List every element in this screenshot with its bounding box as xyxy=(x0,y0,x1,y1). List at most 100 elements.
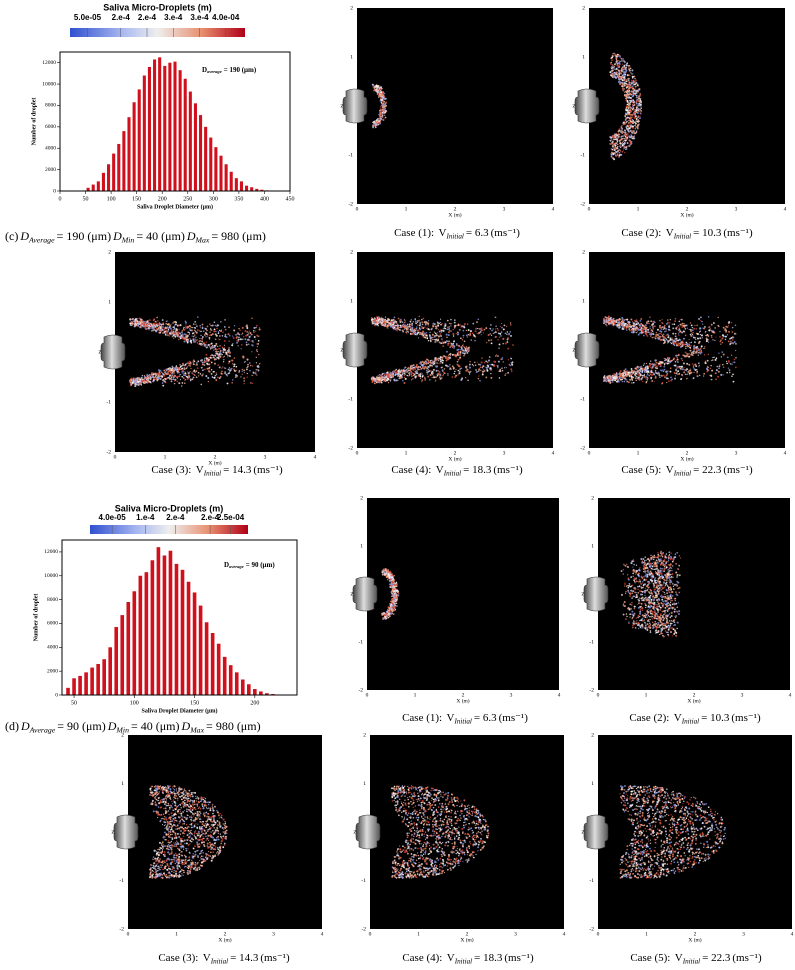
droplet xyxy=(202,327,203,328)
droplet xyxy=(718,365,720,367)
droplet xyxy=(484,329,486,331)
droplet xyxy=(257,369,258,370)
droplet xyxy=(387,374,389,376)
droplet xyxy=(232,379,234,381)
x-tick-label: 3 xyxy=(503,206,506,212)
droplet xyxy=(402,321,404,323)
droplet xyxy=(478,368,480,370)
droplet xyxy=(476,371,478,373)
bar xyxy=(122,131,125,191)
droplet xyxy=(631,80,632,81)
droplet xyxy=(197,316,199,318)
droplet xyxy=(383,94,384,95)
droplet xyxy=(227,355,228,356)
droplet xyxy=(628,122,630,124)
droplet xyxy=(432,325,434,327)
droplet xyxy=(631,137,632,138)
droplet xyxy=(453,347,454,348)
droplet xyxy=(692,334,693,335)
droplet xyxy=(201,360,203,362)
droplet xyxy=(466,365,468,367)
droplet xyxy=(181,337,182,338)
droplet xyxy=(617,63,619,65)
bar xyxy=(117,144,120,191)
droplet xyxy=(383,324,385,326)
droplet xyxy=(251,334,252,335)
droplet xyxy=(158,327,160,329)
droplet xyxy=(669,371,671,373)
droplet xyxy=(130,385,131,386)
droplet xyxy=(500,335,501,336)
droplet xyxy=(163,323,164,324)
droplet xyxy=(381,102,382,103)
droplet xyxy=(629,103,631,105)
droplet xyxy=(624,132,626,134)
droplet xyxy=(619,83,620,84)
y-tick-label: -2 xyxy=(348,445,353,451)
droplet xyxy=(486,367,488,369)
droplet xyxy=(444,326,445,327)
text-part: = 980 (μm) xyxy=(206,719,261,733)
droplet xyxy=(436,370,438,372)
droplet xyxy=(151,330,152,331)
droplet xyxy=(677,361,679,363)
droplet xyxy=(491,330,493,332)
bar xyxy=(97,181,100,191)
droplet xyxy=(376,379,377,380)
droplet xyxy=(453,354,454,355)
droplet xyxy=(251,375,252,376)
droplet xyxy=(202,345,203,346)
droplet xyxy=(502,338,504,340)
droplet xyxy=(735,325,737,327)
droplet xyxy=(493,333,494,334)
droplet xyxy=(240,376,241,377)
droplet xyxy=(502,359,503,360)
droplet xyxy=(458,324,460,326)
droplet xyxy=(468,371,470,373)
droplet xyxy=(174,375,176,377)
bar xyxy=(209,138,212,191)
bar xyxy=(145,572,149,695)
droplet xyxy=(402,326,404,328)
droplet xyxy=(220,350,222,352)
droplet xyxy=(440,322,441,323)
droplet xyxy=(713,357,714,358)
simulation-panel xyxy=(115,252,315,452)
y-tick-label: 8000 xyxy=(45,103,56,109)
droplet xyxy=(246,324,247,325)
droplet xyxy=(216,374,217,375)
droplet xyxy=(665,362,666,363)
droplet xyxy=(182,373,183,374)
droplet xyxy=(704,346,706,348)
droplet xyxy=(710,328,711,329)
droplet xyxy=(238,372,239,373)
droplet xyxy=(213,347,214,348)
droplet xyxy=(406,375,408,377)
droplet xyxy=(385,380,387,382)
droplet xyxy=(174,370,175,371)
droplet xyxy=(626,107,627,108)
droplet xyxy=(477,328,478,329)
droplet xyxy=(132,318,133,319)
droplet xyxy=(214,363,216,365)
droplet xyxy=(455,375,457,377)
droplet xyxy=(468,334,470,336)
droplet xyxy=(619,145,621,147)
droplet xyxy=(207,325,209,327)
droplet xyxy=(727,357,728,358)
x-tick-label: 4 xyxy=(314,454,317,460)
y-tick-label: 6000 xyxy=(47,621,58,627)
bar xyxy=(187,582,191,695)
droplet xyxy=(207,334,208,335)
droplet xyxy=(632,113,634,115)
droplet xyxy=(441,367,442,368)
droplet xyxy=(216,328,217,329)
droplet xyxy=(177,381,179,383)
y-axis-title: Number of droplet xyxy=(33,594,39,642)
droplet xyxy=(403,372,405,374)
droplet xyxy=(468,347,470,349)
droplet xyxy=(613,318,615,320)
x-axis-title: X (m) xyxy=(448,211,461,218)
droplet xyxy=(390,321,392,323)
droplet xyxy=(626,81,628,83)
